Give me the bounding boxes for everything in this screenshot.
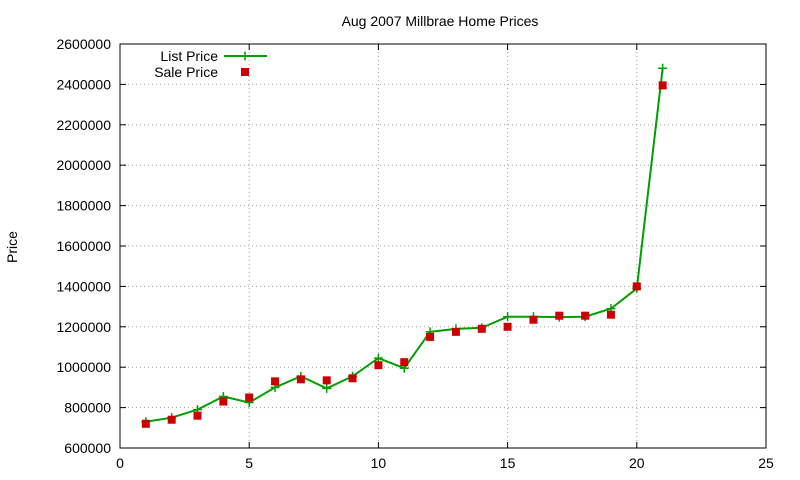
data-point [348, 374, 357, 383]
data-point [503, 312, 513, 322]
data-point [529, 315, 538, 324]
data-point [141, 419, 150, 428]
x-tick-label: 10 [371, 455, 387, 471]
y-tick-label: 1000000 [56, 359, 111, 375]
x-tick-label: 25 [758, 455, 774, 471]
data-point [374, 361, 383, 370]
data-point [658, 81, 667, 90]
legend-label: List Price [160, 48, 218, 64]
legend-marker [240, 51, 250, 61]
y-tick-label: 1400000 [56, 278, 111, 294]
data-point [373, 353, 383, 363]
y-tick-label: 2200000 [56, 117, 111, 133]
y-tick-label: 1200000 [56, 319, 111, 335]
y-tick-label: 1600000 [56, 238, 111, 254]
x-tick-label: 15 [500, 455, 516, 471]
data-point [167, 415, 176, 424]
x-tick-label: 5 [245, 455, 253, 471]
data-point [322, 376, 331, 385]
data-point [658, 63, 668, 73]
data-point [296, 375, 305, 384]
chart-title: Aug 2007 Millbrae Home Prices [342, 13, 539, 29]
data-point [632, 282, 641, 291]
legend-marker [241, 68, 249, 76]
axes: 0 5 10 15 20 25 600000 800000 1000000 1200000 1400… [56, 36, 774, 471]
data-point [477, 324, 486, 333]
data-point [555, 311, 564, 320]
grid [120, 44, 766, 448]
data-point [451, 327, 460, 336]
data-point [219, 397, 228, 406]
y-tick-label: 1800000 [56, 198, 111, 214]
y-tick-label: 600000 [64, 440, 111, 456]
legend-label: Sale Price [154, 64, 218, 80]
y-tick-label: 2600000 [56, 36, 111, 52]
data-point [400, 358, 409, 367]
series-sale-price [141, 81, 667, 428]
x-tick-label: 20 [629, 455, 645, 471]
data-point [322, 383, 332, 393]
data-point [503, 322, 512, 331]
y-axis-label: Price [4, 231, 20, 263]
series [141, 63, 668, 428]
legend-item: List Price [160, 48, 267, 64]
series-list-price [141, 63, 668, 427]
y-tick-label: 2400000 [56, 76, 111, 92]
y-tick-label: 800000 [64, 400, 111, 416]
data-point [193, 411, 202, 420]
x-tick-label: 0 [116, 455, 124, 471]
data-point [271, 377, 280, 386]
data-point [581, 311, 590, 320]
legend-item: Sale Price [154, 64, 249, 80]
y-tick-label: 2000000 [56, 157, 111, 173]
data-point [245, 393, 254, 402]
data-point [606, 310, 615, 319]
data-point [426, 332, 435, 341]
